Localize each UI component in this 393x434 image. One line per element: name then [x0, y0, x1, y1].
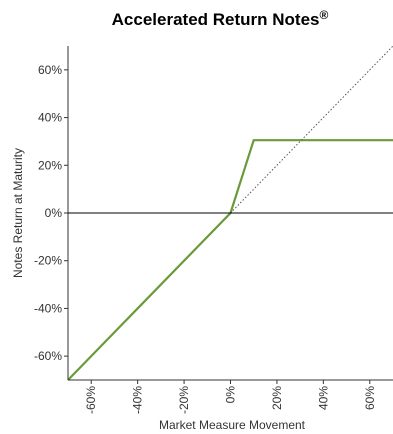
y-tick-label: -40% [34, 301, 62, 315]
x-tick-label: -40% [131, 386, 145, 414]
y-axis-ticks: 60% 40% 20% 0% -20% -40% -60% [34, 63, 68, 363]
chart-title: Accelerated Return Notes® [112, 8, 329, 29]
series-group [67, 45, 393, 381]
x-tick-label: 0% [224, 386, 238, 404]
x-axis-label: Market Measure Movement [159, 418, 306, 432]
reference-diagonal-line [230, 45, 393, 214]
axes [67, 46, 393, 381]
notes-return-line [67, 139, 393, 381]
y-tick-label: -20% [34, 254, 62, 268]
x-tick-label: 20% [270, 386, 284, 410]
x-tick-label: -20% [177, 386, 191, 414]
y-tick-label: 20% [38, 158, 62, 172]
chart-title-superscript: ® [320, 8, 329, 22]
x-tick-label: -60% [84, 386, 98, 414]
chart-title-text: Accelerated Return Notes [112, 10, 320, 29]
y-tick-label: 0% [45, 206, 63, 220]
y-axis-label: Notes Return at Maturity [11, 148, 25, 278]
x-tick-label: 60% [363, 386, 377, 410]
y-tick-label: 40% [38, 111, 62, 125]
y-tick-label: 60% [38, 63, 62, 77]
x-tick-label: 40% [316, 386, 330, 410]
y-tick-label: -60% [34, 349, 62, 363]
x-axis-ticks: -60% -40% -20% 0% 20% 40% 60% [84, 380, 377, 414]
